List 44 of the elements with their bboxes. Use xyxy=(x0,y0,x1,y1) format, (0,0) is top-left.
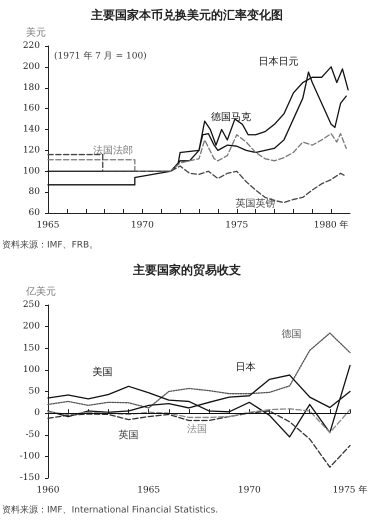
x-tick-label: 1965 xyxy=(36,220,60,230)
y-tick-label: 0 xyxy=(34,408,40,418)
y-tick-label: 220 xyxy=(22,41,40,51)
y-tick-label: 140 xyxy=(22,124,40,134)
y-tick-label: 60 xyxy=(28,208,40,218)
series-label: 英国英镑 xyxy=(236,198,276,210)
text: 资料来源：IMF、International Financial Statistics. xyxy=(2,504,218,516)
y-tick-label: 150 xyxy=(22,343,40,354)
y-tick-label: 50 xyxy=(28,386,40,396)
chart-title: 主要国家的贸易收支 xyxy=(132,263,241,277)
series-label: 德国马克 xyxy=(211,111,252,124)
y-tick-label: -100 xyxy=(20,451,40,462)
y-tick-label: 120 xyxy=(22,145,40,156)
y-tick-label: -50 xyxy=(26,430,40,440)
chart-title: 主要国家本币兑换美元的汇率变化图 xyxy=(90,8,283,22)
x-tick-label: 1970 xyxy=(130,220,154,230)
y-axis-title: 亿美元 xyxy=(25,286,56,298)
text: (1971 年 7 月 = 100) xyxy=(54,50,147,62)
line-series xyxy=(47,133,347,172)
y-tick-label: 200 xyxy=(22,62,40,72)
series-label: 法国 xyxy=(186,422,207,435)
y-tick-label: 200 xyxy=(22,322,40,332)
series-label: 日本日元 xyxy=(258,56,298,68)
series-label: 英国 xyxy=(118,429,139,442)
y-tick-label: 250 xyxy=(22,300,40,310)
y-tick-label: 100 xyxy=(22,166,40,176)
y-tick-label: -150 xyxy=(20,473,40,483)
series-label: 美国 xyxy=(92,366,113,378)
x-tick-label: 1975 年 xyxy=(332,484,368,496)
x-tick-label: 1980 年 xyxy=(314,220,349,230)
y-tick-label: 100 xyxy=(22,364,40,375)
x-tick-label: 1970 xyxy=(238,486,262,496)
series-label: 日本 xyxy=(235,360,256,373)
x-tick-label: 1975 xyxy=(225,220,248,230)
line-series xyxy=(47,66,349,186)
series-label: 法国法郎 xyxy=(92,144,133,156)
text: 资料来源：IMF、FRB。 xyxy=(2,240,98,250)
x-tick-label: 1960 xyxy=(36,486,60,496)
y-tick-label: 80 xyxy=(28,187,40,198)
x-tick-label: 1965 xyxy=(137,486,160,496)
y-tick-label: 160 xyxy=(22,104,40,114)
series-label: 德国 xyxy=(282,328,302,340)
y-tick-label: 180 xyxy=(22,82,40,93)
y-axis-title: 美元 xyxy=(26,26,46,38)
